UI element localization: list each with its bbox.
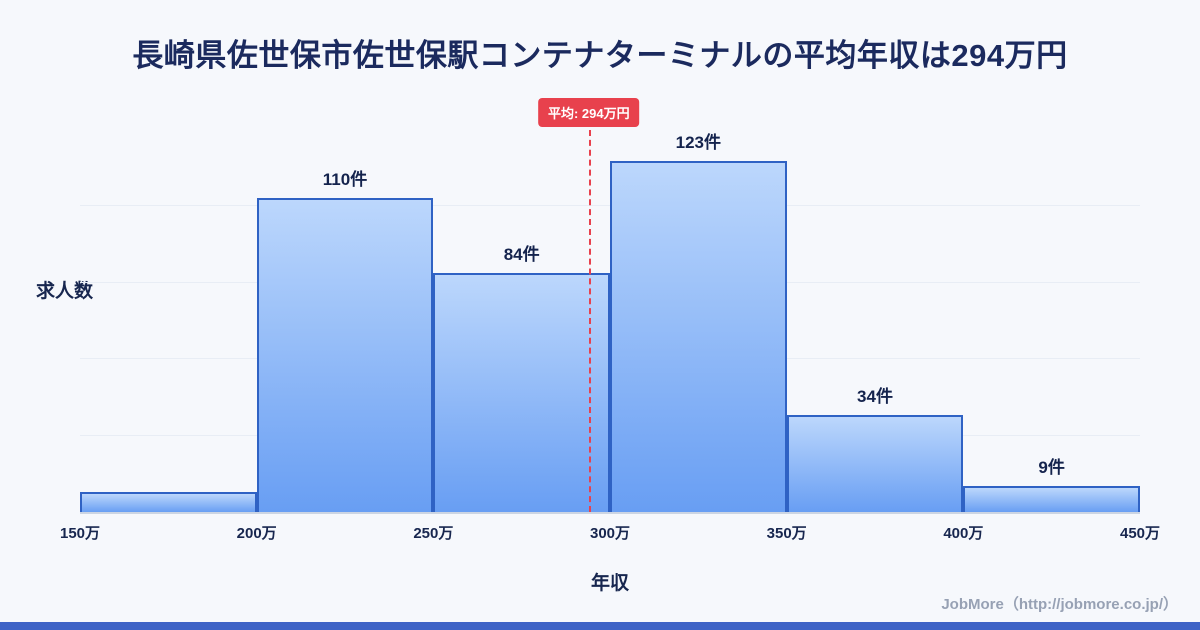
bar-count-label: 84件 xyxy=(503,244,540,264)
x-axis-title: 年収 xyxy=(590,573,629,594)
average-line xyxy=(588,130,591,512)
x-tick-label: 300万 xyxy=(589,525,631,542)
histogram-bar xyxy=(786,415,964,512)
x-tick-label: 450万 xyxy=(1119,525,1161,542)
x-tick-label: 400万 xyxy=(943,525,984,542)
footer-credit: JobMore（http://jobmore.co.jp/） xyxy=(941,596,1178,613)
bar-count-label: 110件 xyxy=(322,170,368,190)
histogram-bar xyxy=(256,198,434,512)
page-title: 長崎県佐世保市佐世保駅コンテナターミナルの平均年収は294万円 xyxy=(132,38,1068,73)
histogram-bar xyxy=(610,161,787,512)
x-axis-ticks: 150万 200万 250万 300万 350万 400万 450万 xyxy=(60,522,1160,544)
average-badge: 平均: 294万円 xyxy=(537,98,640,127)
bar-count-label: 34件 xyxy=(857,387,893,407)
histogram-bar xyxy=(80,492,257,512)
footer-accent-bar xyxy=(0,622,1200,630)
bar-count-label: 9件 xyxy=(1038,458,1065,478)
plot-area: 平均: 294万円 110件 84件 123件 34件 9件 xyxy=(80,98,1140,514)
x-tick-label: 200万 xyxy=(236,525,277,542)
bar-count-label: 123件 xyxy=(675,133,722,153)
histogram-bar xyxy=(963,486,1140,512)
x-tick-label: 150万 xyxy=(59,525,101,542)
x-tick-label: 350万 xyxy=(766,525,807,542)
y-axis-title: 求人数 xyxy=(36,281,94,302)
histogram-bar xyxy=(433,272,610,512)
x-tick-label: 250万 xyxy=(413,525,454,542)
